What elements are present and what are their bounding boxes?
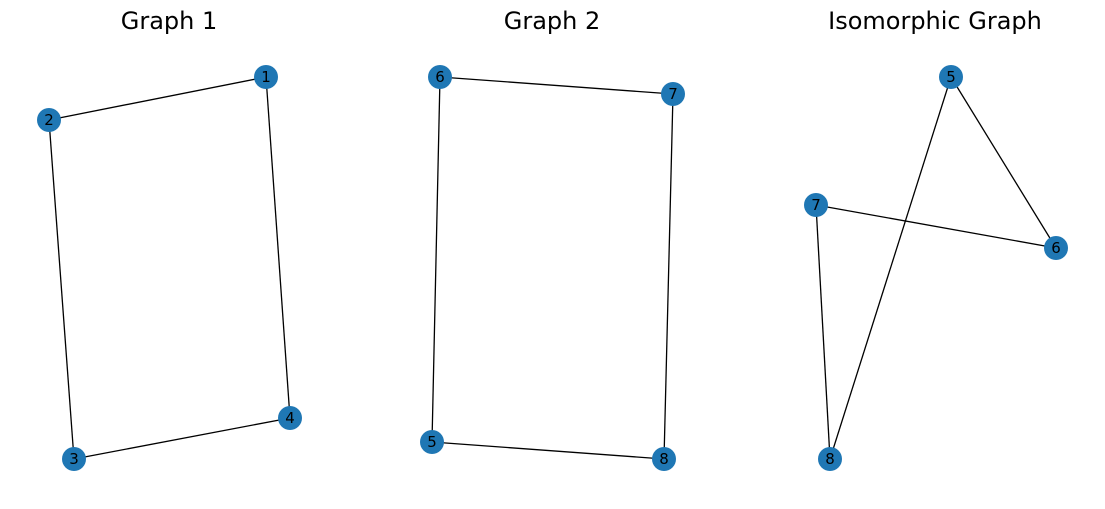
graph-2-edges <box>431 76 674 460</box>
graph-1-edge-2-3 <box>48 119 75 460</box>
isomorphic-graph-node-8: 8 <box>818 447 842 471</box>
panel-title-graph-1: Graph 1 <box>121 7 218 35</box>
panel-graph-1: Graph 1 1 2 3 4 <box>37 7 302 471</box>
graph-2-edge-6-7 <box>439 76 674 95</box>
svg-text:6: 6 <box>435 68 445 86</box>
graph-1-node-2: 2 <box>37 108 61 132</box>
graph-2-node-6: 6 <box>428 65 452 89</box>
graph-2-node-8: 8 <box>652 447 676 471</box>
panel-graph-2: Graph 2 6 7 5 8 <box>420 7 685 471</box>
svg-text:6: 6 <box>1051 239 1061 257</box>
svg-text:7: 7 <box>668 85 678 103</box>
panel-isomorphic-graph: Isomorphic Graph 5 7 6 8 <box>804 7 1068 471</box>
graph-1-node-3: 3 <box>62 447 86 471</box>
graph-2-edge-6-5 <box>431 76 441 443</box>
panel-title-graph-2: Graph 2 <box>504 7 601 35</box>
svg-text:3: 3 <box>69 450 79 468</box>
graph-2-edge-5-8 <box>431 441 665 460</box>
svg-text:5: 5 <box>427 433 437 451</box>
graph-1-edges <box>48 76 291 460</box>
isomorphic-graph-edge-7-8 <box>815 204 831 460</box>
svg-text:4: 4 <box>285 409 295 427</box>
isomorphic-graph-edge-5-8 <box>829 76 952 460</box>
isomorphic-graph-edges <box>815 76 1057 460</box>
isomorphic-graph-node-6: 6 <box>1044 236 1068 260</box>
svg-text:8: 8 <box>659 450 669 468</box>
graph-2-node-5: 5 <box>420 430 444 454</box>
graph-1-edge-1-4 <box>265 76 291 419</box>
panel-title-isomorphic-graph: Isomorphic Graph <box>828 7 1042 35</box>
svg-text:7: 7 <box>811 196 821 214</box>
graph-1-edge-1-2 <box>48 76 267 121</box>
svg-text:8: 8 <box>825 450 835 468</box>
isomorphic-graph-node-5: 5 <box>939 65 963 89</box>
isomorphic-graph-node-7: 7 <box>804 193 828 217</box>
graph-1-node-1: 1 <box>254 65 278 89</box>
svg-text:1: 1 <box>261 68 271 86</box>
svg-text:2: 2 <box>44 111 54 129</box>
graph-1-node-4: 4 <box>278 406 302 430</box>
graph-2-edge-7-8 <box>663 93 674 460</box>
graph-2-node-7: 7 <box>661 82 685 106</box>
graph-1-edge-3-4 <box>73 417 291 460</box>
svg-text:5: 5 <box>946 68 956 86</box>
isomorphic-graph-edge-7-6 <box>815 204 1057 249</box>
isomorphic-graph-edge-5-6 <box>950 76 1057 249</box>
